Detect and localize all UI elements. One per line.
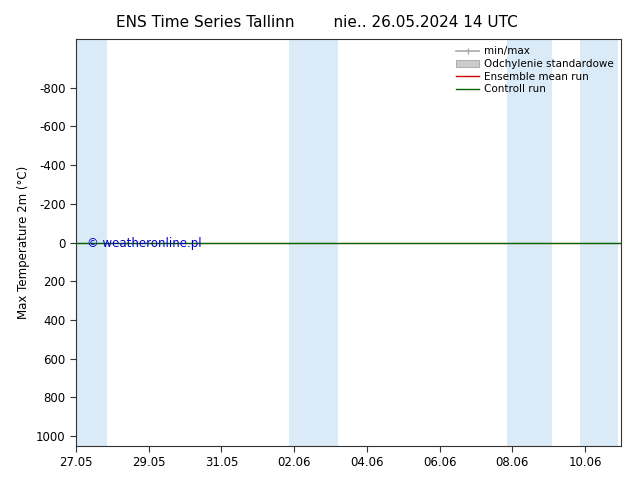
Bar	[288, 39, 338, 446]
Text: © weatheronline.pl: © weatheronline.pl	[87, 237, 202, 250]
Text: ENS Time Series Tallinn        nie.. 26.05.2024 14 UTC: ENS Time Series Tallinn nie.. 26.05.2024…	[116, 15, 518, 30]
Y-axis label: Max Temperature 2m (°C): Max Temperature 2m (°C)	[18, 166, 30, 319]
Legend: min/max, Odchylenie standardowe, Ensemble mean run, Controll run: min/max, Odchylenie standardowe, Ensembl…	[454, 45, 616, 97]
Bar	[579, 39, 618, 446]
Bar	[507, 39, 552, 446]
Bar	[76, 39, 107, 446]
